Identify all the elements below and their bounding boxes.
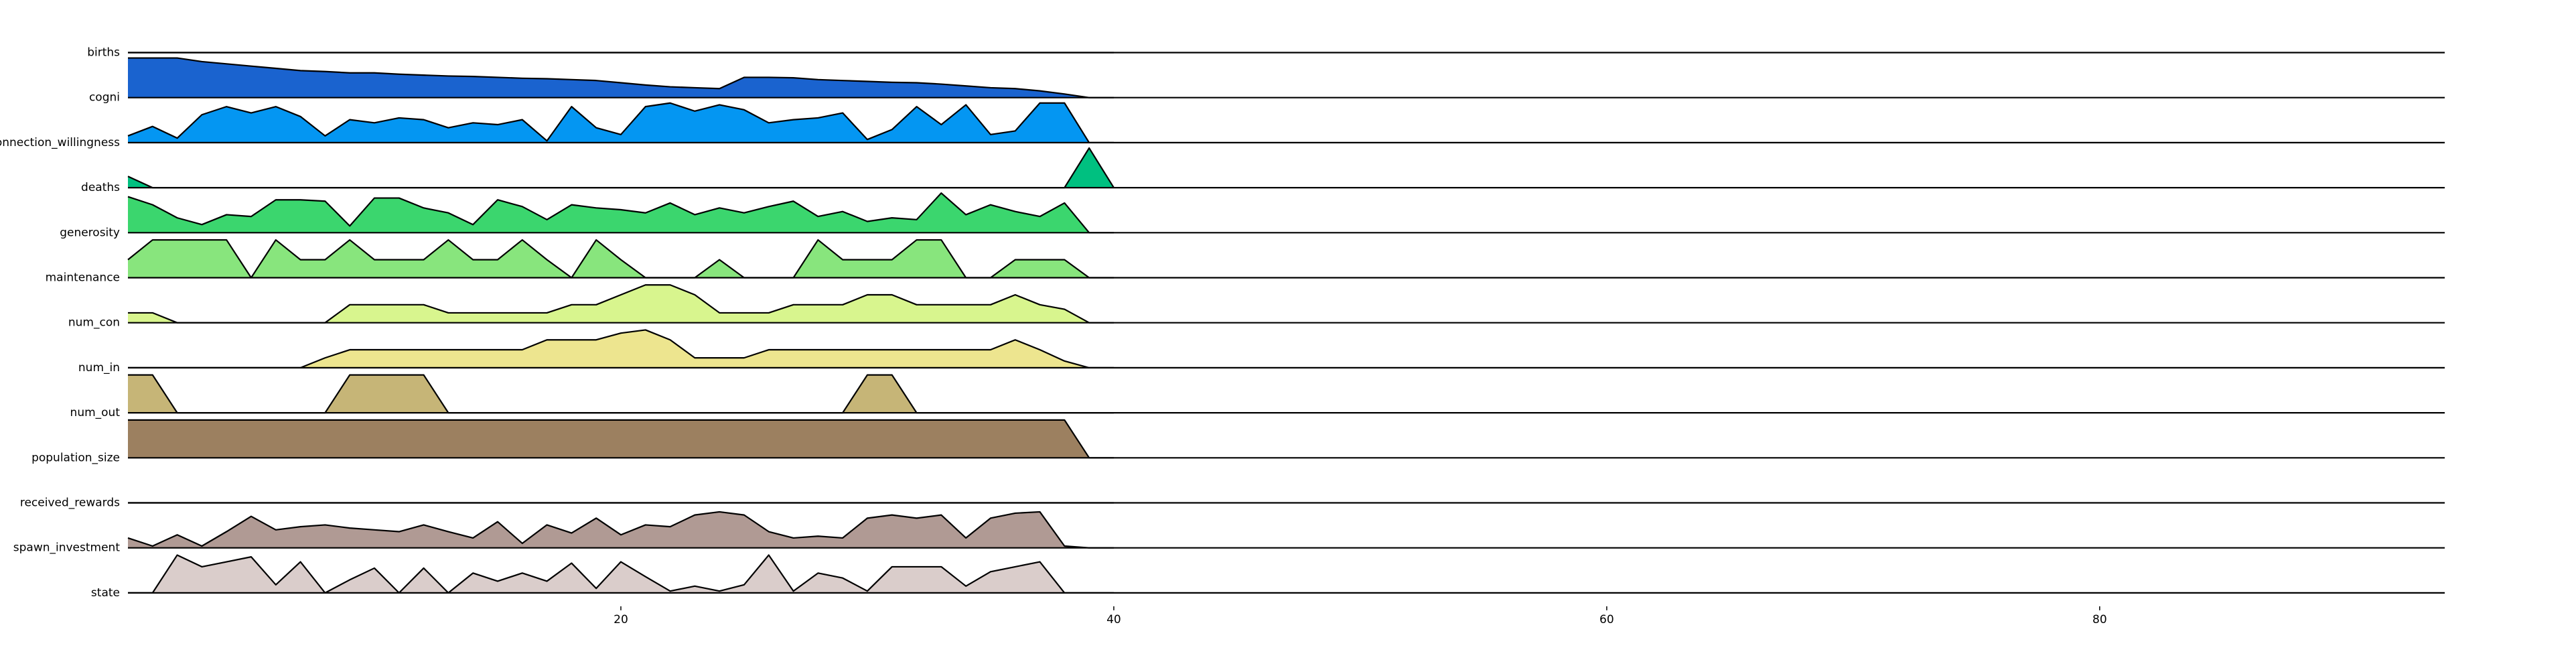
ridge-area xyxy=(128,419,1114,458)
ridge-line xyxy=(127,511,1114,549)
ridge-line xyxy=(128,554,1114,594)
ridge-line xyxy=(128,419,1114,459)
row-label: maintenance xyxy=(46,271,120,285)
ridge-area xyxy=(128,285,1114,323)
x-tick-label: 80 xyxy=(2092,613,2107,626)
ridge-line xyxy=(128,57,1114,98)
x-tick-label: 40 xyxy=(1106,613,1121,626)
ridge-area xyxy=(128,58,1114,98)
x-tick-label: 20 xyxy=(614,613,628,626)
ridge-area xyxy=(128,330,1114,368)
ridge-line xyxy=(127,239,1114,279)
ridge-area xyxy=(128,375,1114,413)
ridge-area xyxy=(128,240,1114,278)
row-label: cogni xyxy=(89,91,120,105)
row-label: received_rewards xyxy=(20,496,120,510)
row-label: num_out xyxy=(70,406,121,419)
ridge-area xyxy=(128,193,1114,233)
ridge-line xyxy=(127,192,1114,234)
row-label: state xyxy=(91,586,120,600)
row-label: num_con xyxy=(68,316,120,330)
ridge-line xyxy=(128,374,1114,414)
ridge-line xyxy=(127,147,1115,189)
row-label: population_size xyxy=(31,451,120,464)
row-label: births xyxy=(87,46,120,60)
x-tick-label: 60 xyxy=(1599,613,1614,626)
ridge-area xyxy=(128,555,1114,593)
row-label: deaths xyxy=(81,181,120,194)
row-label: generosity xyxy=(60,226,120,239)
row-label: spawn_investment xyxy=(13,541,121,555)
ridge-area xyxy=(128,103,1114,143)
ridge-line xyxy=(127,102,1114,143)
row-label: num_in xyxy=(78,361,120,375)
row-label: connection_willingness xyxy=(0,136,120,149)
ridge-area xyxy=(128,147,1114,188)
ridge-area xyxy=(128,511,1114,548)
